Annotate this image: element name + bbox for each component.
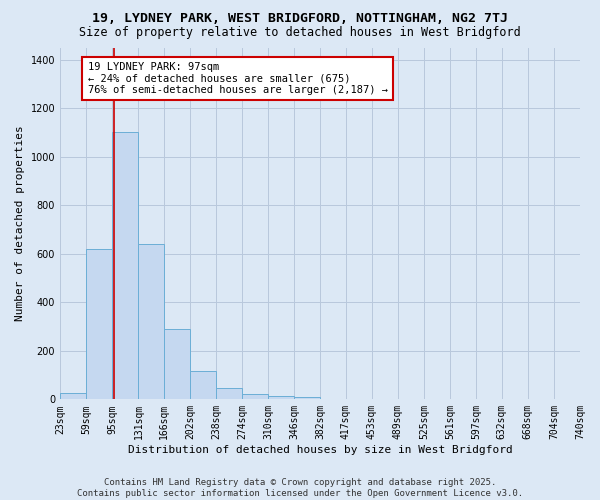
- Bar: [216, 388, 242, 400]
- Bar: [164, 329, 190, 400]
- Bar: [190, 372, 216, 400]
- Bar: [60, 393, 86, 400]
- Bar: [139, 244, 164, 400]
- Text: 19, LYDNEY PARK, WEST BRIDGFORD, NOTTINGHAM, NG2 7TJ: 19, LYDNEY PARK, WEST BRIDGFORD, NOTTING…: [92, 12, 508, 26]
- X-axis label: Distribution of detached houses by size in West Bridgford: Distribution of detached houses by size …: [128, 445, 512, 455]
- Y-axis label: Number of detached properties: Number of detached properties: [15, 126, 25, 322]
- Text: 19 LYDNEY PARK: 97sqm
← 24% of detached houses are smaller (675)
76% of semi-det: 19 LYDNEY PARK: 97sqm ← 24% of detached …: [88, 62, 388, 96]
- Text: Contains HM Land Registry data © Crown copyright and database right 2025.
Contai: Contains HM Land Registry data © Crown c…: [77, 478, 523, 498]
- Bar: [268, 396, 294, 400]
- Bar: [242, 394, 268, 400]
- Bar: [112, 132, 139, 400]
- Bar: [294, 397, 320, 400]
- Text: Size of property relative to detached houses in West Bridgford: Size of property relative to detached ho…: [79, 26, 521, 39]
- Bar: [86, 249, 112, 400]
